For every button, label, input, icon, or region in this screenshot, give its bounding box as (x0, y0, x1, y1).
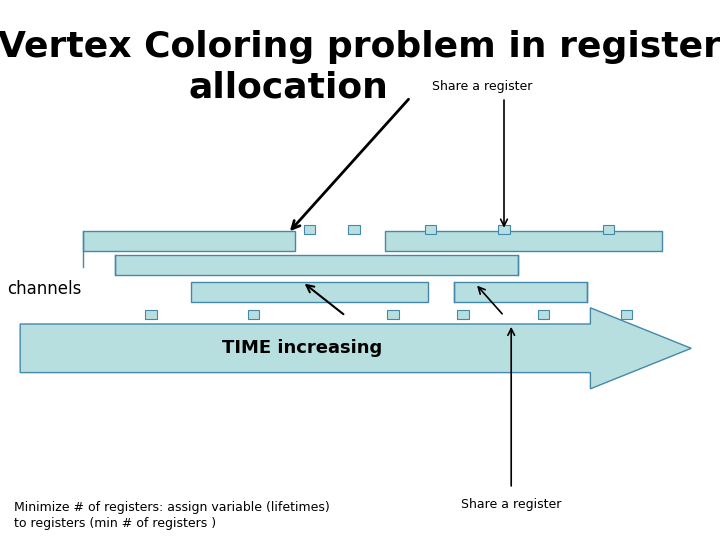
Text: Vertex Coloring problem in register: Vertex Coloring problem in register (0, 30, 720, 64)
Text: Share a register: Share a register (461, 498, 561, 511)
Bar (83, 231, 295, 251)
Bar (387, 310, 399, 319)
Bar (454, 282, 587, 302)
Bar (191, 282, 428, 302)
Bar (304, 225, 315, 234)
Bar (145, 310, 157, 319)
Bar (115, 255, 518, 275)
Text: Share a register: Share a register (432, 80, 532, 93)
Text: Minimize # of registers: assign variable (lifetimes): Minimize # of registers: assign variable… (14, 501, 330, 514)
Bar (621, 310, 632, 319)
Bar (385, 231, 662, 251)
Bar (498, 225, 510, 234)
Text: to registers (min # of registers ): to registers (min # of registers ) (14, 517, 217, 530)
Bar (425, 225, 436, 234)
Text: TIME increasing: TIME increasing (222, 339, 382, 357)
Bar (603, 225, 614, 234)
Text: channels: channels (7, 280, 81, 298)
Bar (538, 310, 549, 319)
Bar (457, 310, 469, 319)
Bar (248, 310, 259, 319)
Bar (348, 225, 360, 234)
Text: allocation: allocation (188, 70, 388, 104)
Polygon shape (20, 308, 691, 389)
